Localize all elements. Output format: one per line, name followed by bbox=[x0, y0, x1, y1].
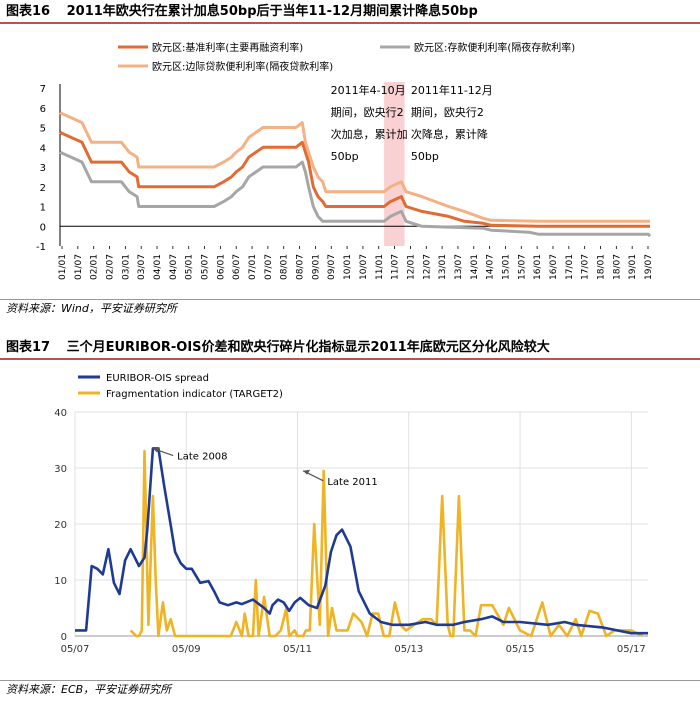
figure-title-text: 三个月EURIBOR-OIS价差和欧央行碎片化指标显示2011年底欧元区分化风险… bbox=[66, 340, 550, 355]
series-fragmentation-line bbox=[129, 449, 643, 638]
y-tick-label: 4 bbox=[40, 143, 46, 154]
y-tick-label: 2 bbox=[40, 183, 46, 194]
figure-17-title: 图表17 三个月EURIBOR-OIS价差和欧央行碎片化指标显示2011年底欧元… bbox=[0, 336, 700, 360]
legend-label-fragmentation: Fragmentation indicator (TARGET2) bbox=[106, 389, 283, 400]
y-tick-label: 20 bbox=[54, 520, 67, 531]
x-tick-label: 05/17 bbox=[617, 644, 646, 655]
x-tick-label: 09/01 bbox=[311, 254, 321, 280]
x-tick-label: 17/07 bbox=[581, 254, 591, 280]
x-tick-label: 04/07 bbox=[169, 254, 179, 280]
y-tick-label: 10 bbox=[54, 576, 67, 587]
x-tick-label: 11/01 bbox=[375, 254, 385, 280]
annotation-line: 期间，欧央行2 bbox=[331, 106, 404, 119]
x-tick-label: 05/15 bbox=[506, 644, 535, 655]
figure-number: 图表17 bbox=[6, 340, 51, 355]
x-tick-label: 08/01 bbox=[280, 254, 290, 280]
series-euribor-line bbox=[75, 447, 648, 635]
x-tick-label: 02/01 bbox=[90, 254, 100, 280]
x-tick-label: 05/13 bbox=[394, 644, 423, 655]
y-tick-label: -1 bbox=[36, 242, 46, 253]
x-tick-label: 03/07 bbox=[137, 254, 147, 280]
legend: 欧元区:基准利率(主要再融资利率) 欧元区:存款便利利率(隔夜存款利率) 欧元区… bbox=[118, 41, 575, 73]
legend-label-deposit: 欧元区:存款便利利率(隔夜存款利率) bbox=[414, 41, 575, 54]
figure-16-source: 资料来源：Wind，平安证券研究所 bbox=[0, 299, 700, 317]
x-tick-label: 03/01 bbox=[121, 254, 131, 280]
x-tick-label: 15/07 bbox=[517, 254, 527, 280]
x-tick-label: 05/01 bbox=[185, 254, 195, 280]
x-tick-label: 04/01 bbox=[153, 254, 163, 280]
x-tick-label: 10/07 bbox=[359, 254, 369, 280]
legend-label-main-refi: 欧元区:基准利率(主要再融资利率) bbox=[152, 41, 303, 54]
euribor-fragmentation-chart: EURIBOR-OIS spread Fragmentation indicat… bbox=[54, 373, 648, 655]
x-tick-label: 13/07 bbox=[454, 254, 464, 280]
x-tick-label: 01/01 bbox=[58, 254, 68, 280]
x-tick-label: 08/07 bbox=[296, 254, 306, 280]
y-tick-label: 30 bbox=[54, 464, 67, 475]
annotation-line: 次加息，累计加 bbox=[331, 127, 408, 141]
policy-rate-chart: 欧元区:基准利率(主要再融资利率) 欧元区:存款便利利率(隔夜存款利率) 欧元区… bbox=[36, 41, 654, 280]
annotation-line: 2011年11-12月 bbox=[411, 83, 493, 97]
series-deposit-line bbox=[59, 150, 652, 238]
x-tick-label: 11/07 bbox=[391, 254, 401, 280]
x-tick-label: 12/07 bbox=[422, 254, 432, 280]
x-tick-label: 17/01 bbox=[565, 254, 575, 280]
figure-16-title: 图表16 2011年欧央行在累计加息50bp后于当年11-12月期间累计降息50… bbox=[0, 0, 700, 24]
legend-label-marginal: 欧元区:边际贷款便利利率(隔夜贷款利率) bbox=[152, 60, 333, 73]
x-tick-label: 10/01 bbox=[343, 254, 353, 280]
x-tick-label: 15/01 bbox=[501, 254, 511, 280]
y-tick-label: 6 bbox=[40, 104, 46, 115]
annotation-line: 50bp bbox=[411, 150, 439, 163]
x-tick-label: 05/07 bbox=[61, 644, 90, 655]
x-tick-label: 12/01 bbox=[406, 254, 416, 280]
x-tick-label: 01/07 bbox=[74, 254, 84, 280]
annotation-1: Late 2008 bbox=[152, 447, 228, 463]
y-tick-label: 7 bbox=[40, 84, 46, 95]
annotation-line: 2011年4-10月 bbox=[331, 83, 406, 97]
x-tick-label: 14/07 bbox=[486, 254, 496, 280]
x-tick-label: 06/07 bbox=[232, 254, 242, 280]
y-tick-label: 0 bbox=[61, 632, 67, 643]
annotation-line: 50bp bbox=[331, 150, 359, 163]
highlight-band bbox=[384, 82, 405, 246]
annotation-2: Late 2011 bbox=[302, 469, 378, 488]
y-tick-label: 3 bbox=[40, 163, 46, 174]
figure-number: 图表16 bbox=[6, 4, 51, 19]
annotation-line: 次降息，累计降 bbox=[411, 127, 488, 141]
x-tick-label: 19/07 bbox=[644, 254, 654, 280]
annotation-arrowhead bbox=[152, 447, 160, 453]
annotation-2: 2011年11-12月期间，欧央行2 次降息，累计降 50bp bbox=[411, 83, 493, 163]
x-tick-label: 02/07 bbox=[106, 254, 116, 280]
y-tick-label: 0 bbox=[40, 222, 46, 233]
series-main-refi-line bbox=[59, 131, 650, 228]
x-tick-label: 07/07 bbox=[264, 254, 274, 280]
x-tick-label: 18/01 bbox=[596, 254, 606, 280]
legend-label-euribor: EURIBOR-OIS spread bbox=[106, 373, 209, 384]
y-tick-label: 5 bbox=[40, 124, 46, 135]
figure-17-source: 资料来源：ECB，平安证券研究所 bbox=[0, 680, 700, 698]
x-tick-label: 05/07 bbox=[201, 254, 211, 280]
x-tick-label: 07/01 bbox=[248, 254, 258, 280]
x-tick-label: 05/09 bbox=[172, 644, 201, 655]
annotation-arrowhead bbox=[303, 469, 311, 475]
x-tick-label: 16/07 bbox=[549, 254, 559, 280]
figure-title-text: 2011年欧央行在累计加息50bp后于当年11-12月期间累计降息50bp bbox=[66, 4, 478, 19]
y-tick-label: 1 bbox=[40, 203, 46, 214]
y-tick-label: 40 bbox=[54, 408, 67, 419]
x-tick-label: 05/11 bbox=[283, 644, 312, 655]
annotation-label: Late 2008 bbox=[177, 452, 227, 463]
annotation-line: 期间，欧央行2 bbox=[411, 106, 484, 119]
x-tick-label: 19/01 bbox=[628, 254, 638, 280]
x-tick-label: 13/01 bbox=[438, 254, 448, 280]
series-marginal-line bbox=[59, 111, 650, 223]
x-tick-label: 09/07 bbox=[327, 254, 337, 280]
legend: EURIBOR-OIS spread Fragmentation indicat… bbox=[78, 373, 283, 400]
x-tick-label: 16/01 bbox=[533, 254, 543, 280]
annotation-label: Late 2011 bbox=[327, 477, 377, 488]
x-tick-label: 06/01 bbox=[216, 254, 226, 280]
x-tick-label: 14/01 bbox=[470, 254, 480, 280]
x-tick-label: 18/07 bbox=[612, 254, 622, 280]
